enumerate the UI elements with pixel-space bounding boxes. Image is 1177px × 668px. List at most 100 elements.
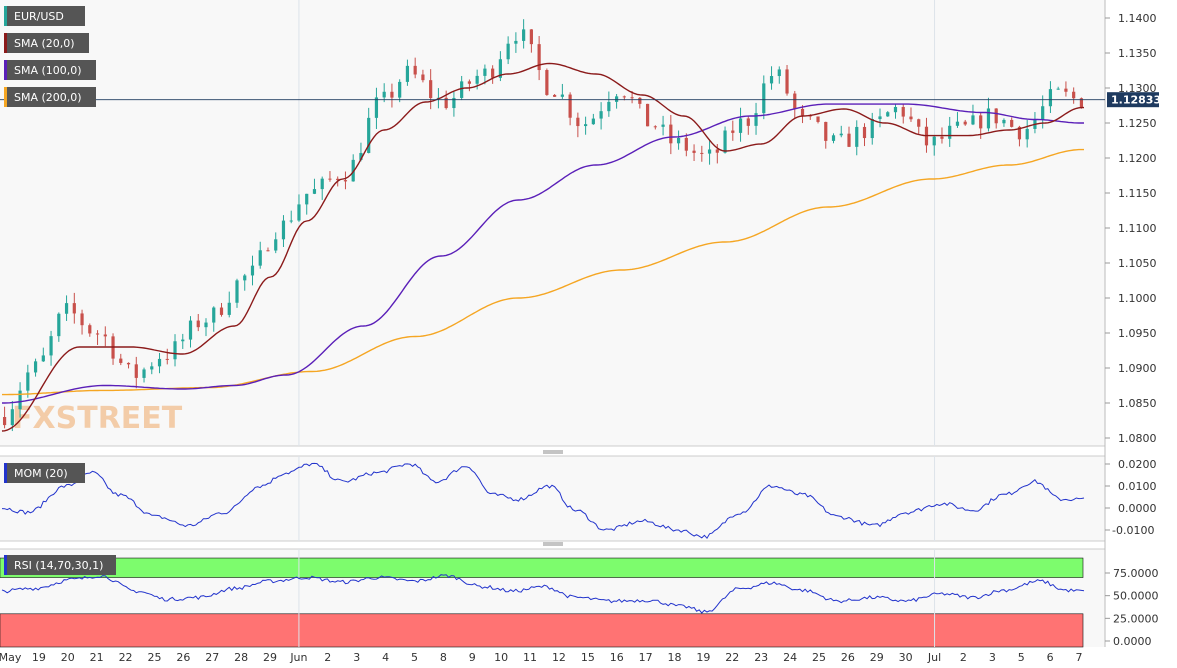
candle <box>173 334 177 367</box>
candle <box>382 83 386 103</box>
candle <box>1010 117 1014 128</box>
svg-text:SMA (20,0): SMA (20,0) <box>14 37 75 50</box>
candle <box>235 278 239 308</box>
candle <box>769 66 774 90</box>
sma-100-line <box>2 103 1084 404</box>
candle <box>793 90 797 119</box>
candle <box>41 347 45 362</box>
y-tick-label: 1.0800 <box>1118 432 1157 445</box>
rsi-y-tick-label: 50.0000 <box>1113 590 1159 603</box>
x-tick-label: 25 <box>812 651 826 664</box>
rsi-line <box>1 574 1085 614</box>
candle <box>1048 81 1053 113</box>
y-tick-label: 1.1000 <box>1118 292 1157 305</box>
candle <box>862 123 867 147</box>
mom-y-tick-label: 0.0200 <box>1118 458 1157 471</box>
candle <box>305 193 309 215</box>
rsi-y-tick-label: 25.0000 <box>1113 612 1159 625</box>
y-tick-label: 1.1300 <box>1118 82 1157 95</box>
x-tick-label: 21 <box>90 651 104 664</box>
y-tick-label: 1.1350 <box>1118 47 1157 60</box>
y-tick-label: 1.0900 <box>1118 362 1157 375</box>
x-tick-label: Jul <box>927 651 941 664</box>
x-tick-label: May <box>0 651 22 664</box>
candle <box>150 362 154 375</box>
x-tick-label: 30 <box>899 651 913 664</box>
candle <box>676 130 681 150</box>
candle <box>274 232 278 254</box>
mom-panel-bg <box>0 456 1105 541</box>
svg-text:1.12833: 1.12833 <box>1111 94 1161 107</box>
candle <box>762 75 766 120</box>
x-tick-label: 5 <box>411 651 418 664</box>
candle <box>467 79 472 92</box>
legend-eurusd[interactable]: EUR/USD <box>4 6 85 26</box>
x-tick-label: 22 <box>119 651 133 664</box>
candle <box>754 102 758 135</box>
candle <box>181 333 185 349</box>
y-tick-label: 1.0850 <box>1118 397 1157 410</box>
candle <box>227 291 231 318</box>
x-tick-label: 7 <box>1076 651 1083 664</box>
candle <box>746 115 750 135</box>
legend-mom[interactable]: MOM (20) <box>4 463 85 483</box>
main-panel-bg <box>0 0 1105 446</box>
candle <box>1064 81 1068 97</box>
candle <box>800 105 805 124</box>
last-price-tag: 1.12833 <box>1107 92 1161 108</box>
candle <box>591 113 595 125</box>
panel-resize-handle-2[interactable] <box>543 542 563 546</box>
x-tick-label: 11 <box>523 651 537 664</box>
candle <box>777 66 781 84</box>
x-tick-label: 10 <box>494 651 508 664</box>
x-tick-label: 29 <box>870 651 884 664</box>
candle <box>204 318 208 337</box>
candle <box>398 79 402 103</box>
mom-line <box>1 462 1085 540</box>
candle <box>692 144 696 162</box>
candle <box>26 364 30 398</box>
candle <box>785 65 789 96</box>
candle <box>413 57 417 79</box>
svg-text:EUR/USD: EUR/USD <box>14 10 64 23</box>
candle <box>886 111 890 117</box>
y-tick-label: 1.0950 <box>1118 327 1157 340</box>
legend-sma-20[interactable]: SMA (20,0) <box>4 33 89 53</box>
x-tick-label: 28 <box>234 651 248 664</box>
legend-sma-200[interactable]: SMA (200,0) <box>4 87 96 107</box>
candle <box>986 97 991 132</box>
x-tick-label: 26 <box>841 651 855 664</box>
svg-text:SMA (100,0): SMA (100,0) <box>14 64 82 77</box>
candle <box>568 92 572 126</box>
candle <box>576 112 580 138</box>
legend-rsi[interactable]: RSI (14,70,30,1) <box>4 555 116 575</box>
candle <box>700 145 704 162</box>
mom-y-ticks: 0.0200 0.0100 0.0000 -0.0100 <box>1105 458 1157 537</box>
candle <box>95 330 100 345</box>
candle <box>258 241 262 269</box>
panel-resize-handle-1[interactable] <box>543 450 563 454</box>
legend-sma-100[interactable]: SMA (100,0) <box>4 60 96 80</box>
x-tick-label: 12 <box>552 651 566 664</box>
candle <box>893 104 898 119</box>
rsi-y-tick-label: 75.0000 <box>1113 567 1159 580</box>
candle <box>126 362 131 369</box>
x-tick-label: 26 <box>176 651 190 664</box>
candle <box>731 120 735 141</box>
candle <box>405 59 410 86</box>
x-tick-label: 2 <box>324 651 331 664</box>
candle <box>72 292 76 324</box>
x-tick-label: 4 <box>382 651 389 664</box>
x-tick-label: 18 <box>668 651 682 664</box>
x-tick-label: 24 <box>783 651 797 664</box>
candle <box>816 116 820 124</box>
candle <box>250 255 255 286</box>
candle <box>723 126 727 154</box>
rsi-y-ticks: 75.0000 50.0000 25.0000 0.0000 <box>1105 567 1159 648</box>
mom-y-tick-label: 0.0100 <box>1118 480 1157 493</box>
y-tick-label: 1.1250 <box>1118 117 1157 130</box>
candle <box>537 36 541 81</box>
candle <box>553 93 557 97</box>
